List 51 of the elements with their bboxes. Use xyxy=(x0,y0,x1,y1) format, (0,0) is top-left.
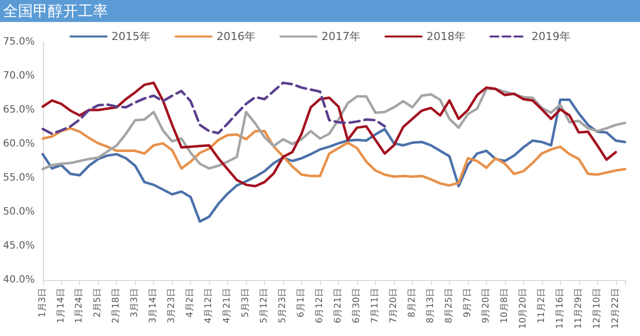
x-tick-label: 7月20日 xyxy=(388,288,399,324)
x-tick-label: 12月10日 xyxy=(592,288,602,329)
legend-label: 2015年 xyxy=(112,30,151,43)
legend-label: 2019年 xyxy=(531,30,570,43)
x-tick-label: 2月5日 xyxy=(93,288,104,318)
x-tick-label: 3月3日 xyxy=(130,288,140,318)
legend-label: 2016年 xyxy=(216,30,256,43)
y-tick-label: 50.0% xyxy=(2,206,35,218)
line-series xyxy=(42,98,626,223)
x-tick-label: 3月23日 xyxy=(167,288,178,324)
x-tick-label: 5月3日 xyxy=(241,288,252,318)
x-tick-label: 5月12日 xyxy=(260,288,270,324)
x-tick-label: 11月16日 xyxy=(555,288,566,329)
x-tick-label: 8月13日 xyxy=(426,288,436,324)
y-tick-label: 65.0% xyxy=(2,104,35,116)
chart-title: 全国甲醇开工率 xyxy=(0,0,640,22)
x-tick-label: 11月2日 xyxy=(536,288,547,324)
x-tick-label: 9月20日 xyxy=(481,288,492,324)
x-tick-label: 1月3日 xyxy=(38,288,48,318)
x-tick-label: 3月14日 xyxy=(148,288,159,324)
x-tick-label: 6月12日 xyxy=(315,288,326,324)
x-tick-label: 4月21日 xyxy=(222,288,233,324)
x-tick-label: 8月2日 xyxy=(407,288,418,318)
x-tick-label: 6月21日 xyxy=(334,288,344,324)
x-tick-label: 6月1日 xyxy=(296,288,307,318)
x-tick-label: 2月18日 xyxy=(112,288,122,324)
x-tick-label: 9月7日 xyxy=(462,288,473,318)
x-tick-label: 6月30日 xyxy=(352,288,362,324)
x-tick-label: 12月22日 xyxy=(610,288,621,329)
y-tick-label: 40.0% xyxy=(2,274,35,286)
x-tick-label: 5月23日 xyxy=(278,288,288,324)
x-tick-label: 4月2日 xyxy=(186,288,196,318)
legend-label: 2017年 xyxy=(322,30,361,43)
x-tick-label: 8月25日 xyxy=(444,288,454,324)
y-tick-label: 55.0% xyxy=(2,172,35,184)
y-tick-label: 60.0% xyxy=(2,138,35,150)
line-series xyxy=(42,127,626,187)
y-tick-label: 45.0% xyxy=(2,240,35,252)
x-tick-label: 1月14日 xyxy=(56,288,66,324)
line-series xyxy=(42,88,626,170)
x-tick-label: 7月11日 xyxy=(370,288,380,324)
y-tick-label: 70.0% xyxy=(2,70,35,82)
x-tick-label: 11月29日 xyxy=(574,288,584,329)
x-tick-label: 10月20日 xyxy=(518,288,528,329)
line-series xyxy=(42,82,386,136)
x-tick-label: 1月24日 xyxy=(74,288,85,324)
y-tick-label: 75.0% xyxy=(2,36,35,48)
x-tick-label: 10月8日 xyxy=(500,288,510,324)
legend-label: 2018年 xyxy=(426,30,466,43)
x-tick-label: 4月12日 xyxy=(204,288,214,324)
line-series xyxy=(42,82,618,188)
